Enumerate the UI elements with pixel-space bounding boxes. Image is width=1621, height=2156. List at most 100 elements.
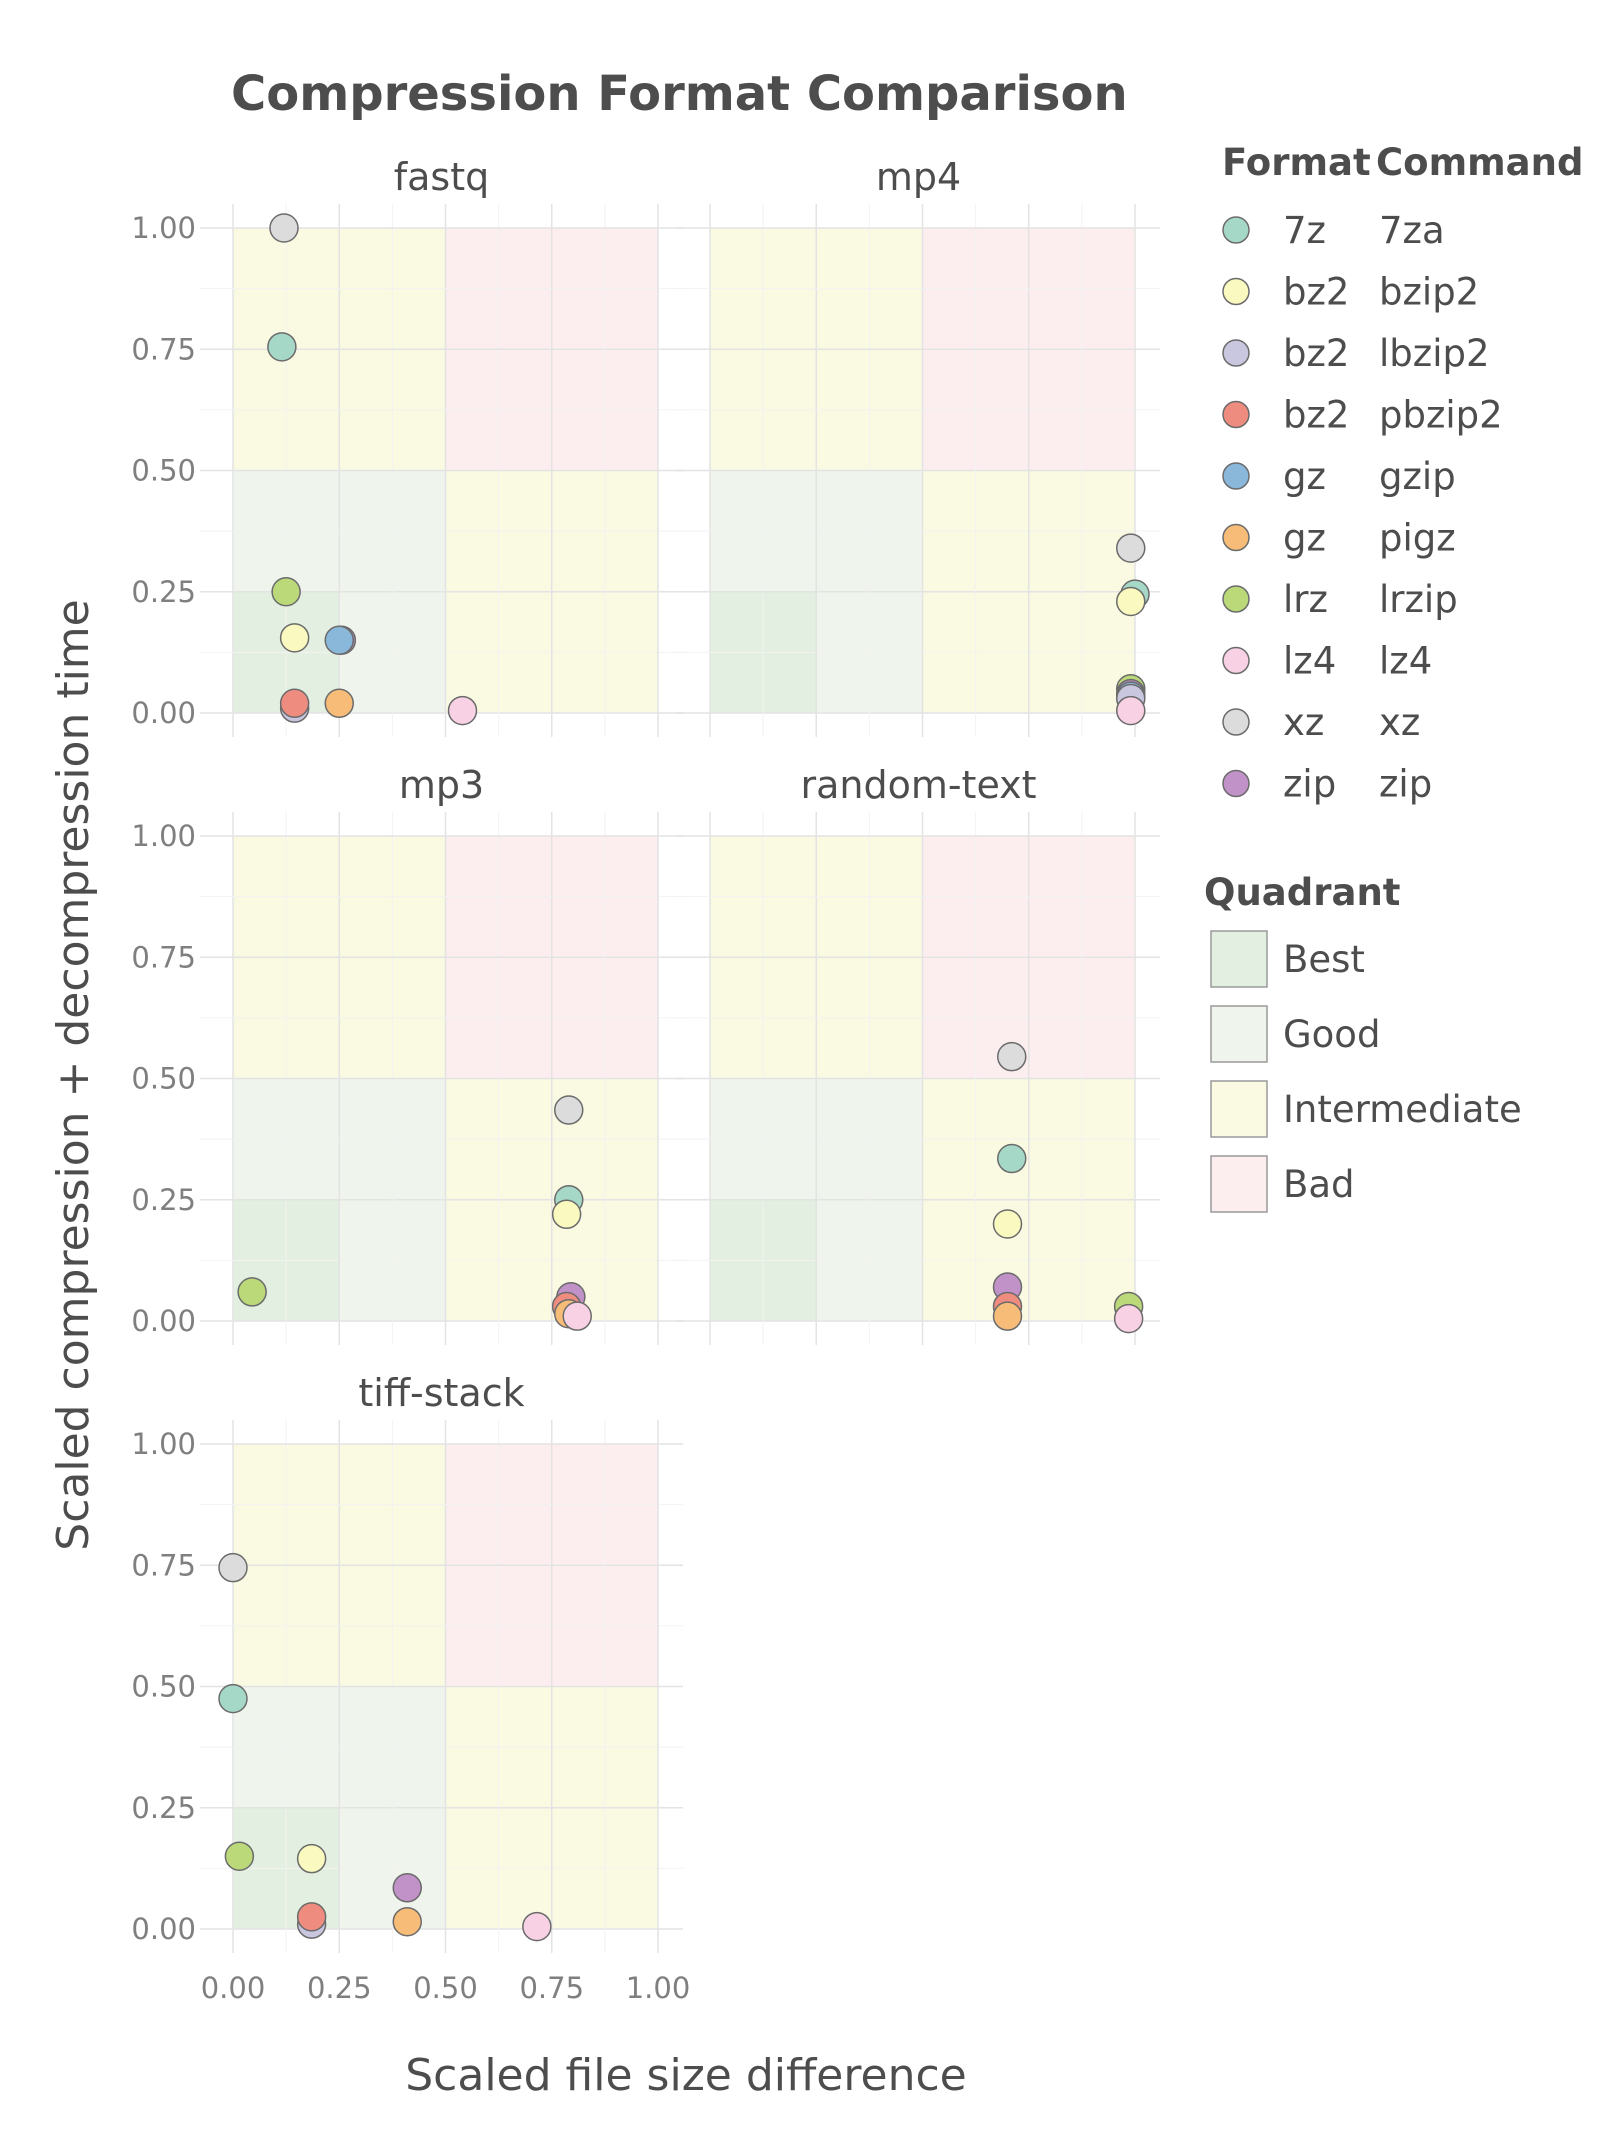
legend-format-label: lz4 [1283,640,1336,683]
point-bzip2 [296,1843,327,1874]
legend-format-label: gz [1283,517,1326,560]
x-tick-label: 0.75 [519,1971,584,2005]
legend-swatch [1222,339,1250,367]
legend-format-label: 7z [1283,209,1326,252]
point-pigz [992,1301,1023,1331]
legend-item-zip: zip zip [1222,763,1432,806]
legend-quadrant-label: Bad [1283,1163,1355,1206]
point-lz4 [1113,1303,1144,1334]
legend-swatch [1222,400,1250,429]
legend-item-bzip2: bz2 bzip2 [1222,271,1479,314]
legend-command-label: lz4 [1379,640,1432,683]
y-tick-label: 1.00 [131,211,196,245]
legend-swatch [1222,216,1250,244]
legend-item-pigz: gz pigz [1222,517,1456,560]
facet-panel-random-text: random-text [677,763,1160,1345]
legend-quadrant-best: Best [1210,930,1365,988]
facet-title-mp4: mp4 [876,155,961,199]
legend-command-label: pigz [1379,517,1456,560]
legend-command-label: pbzip2 [1379,394,1503,437]
y-tick-label: 0.25 [131,1183,196,1217]
y-tick-label: 1.00 [131,819,196,853]
facet-panel-mp4: mp4 [677,155,1160,737]
x-tick-label: 0.25 [307,1971,372,2005]
legend-item-lz4: lz4 lz4 [1222,640,1432,683]
point-bzip2 [551,1199,582,1230]
facet-panel-fastq: 0.00 0.25 0.50 0.75 1.00 fastq [131,155,683,737]
legend-command-label: bzip2 [1379,271,1479,314]
legend-command-label: lrzip [1379,578,1458,621]
point-lrzip [224,1841,255,1871]
legend-format-label: zip [1283,763,1336,806]
legend-quadrant-label: Intermediate [1283,1088,1522,1131]
point-bzip2 [1116,586,1146,617]
legend-command-label: lbzip2 [1379,332,1490,375]
legend-command-title: Command [1376,141,1583,184]
legend-quadrant-good: Good [1210,1005,1380,1063]
legend-swatch [1222,277,1250,306]
point-xz [997,1041,1027,1072]
legend-quadrant-swatch [1210,1155,1268,1213]
legend-format-label: gz [1283,455,1326,498]
legend-quadrant-title: Quadrant [1204,871,1401,914]
y-tick-label: 0.00 [131,1304,196,1338]
legend-swatch [1222,708,1250,736]
legend-item-lrzip: lrz lrzip [1222,578,1458,621]
legend-item-pbzip2: bz2 pbzip2 [1222,394,1503,437]
point-bzip2 [279,623,310,653]
y-tick-label: 0.25 [131,575,196,609]
legend-item-xz: xz xz [1222,701,1420,744]
x-axis-title: Scaled file size difference [405,2050,966,2101]
point-7za [218,1683,248,1714]
facet-title-tiff-stack: tiff-stack [358,1371,524,1415]
legend: Format Command 7z 7za bz2 bzip2 bz2 lbzip2 bz2 pb… [1204,141,1583,1213]
facet-panel-mp3: 0.00 0.25 0.50 0.75 1.00 mp3 [131,763,683,1345]
chart-title: Compression Format Comparison [231,66,1128,122]
legend-format-label: lrz [1283,578,1328,621]
point-lz4 [1116,695,1146,726]
legend-format-label: bz2 [1283,394,1349,437]
legend-item-gzip: gz gzip [1222,455,1456,498]
y-tick-label: 0.50 [131,1670,196,1704]
legend-swatch [1222,523,1250,552]
point-7za [997,1143,1027,1174]
point-lz4 [562,1301,592,1331]
x-tick-label: 0.50 [413,1971,478,2005]
point-lrzip [271,577,301,607]
point-xz [1116,533,1146,563]
point-bzip2 [992,1209,1023,1239]
legend-quadrant-swatch [1210,1080,1268,1138]
y-axis-title: Scaled compression + decompression time [48,599,99,1550]
point-pbzip2 [296,1902,327,1932]
legend-command-label: gzip [1379,455,1456,498]
legend-format-label: bz2 [1283,332,1349,375]
legend-quadrant-swatch [1210,930,1268,988]
legend-swatch [1222,585,1250,613]
x-tick-label: 0.00 [201,1971,266,2005]
legend-command-label: zip [1379,763,1432,806]
legend-swatch [1222,646,1250,675]
y-tick-label: 0.25 [131,1791,196,1825]
y-tick-label: 0.50 [131,454,196,488]
facet-title-mp3: mp3 [399,763,484,807]
legend-command-label: xz [1379,701,1420,744]
point-pigz [392,1906,422,1937]
y-tick-label: 0.75 [131,332,196,366]
point-pbzip2 [279,688,310,719]
point-xz [554,1095,584,1125]
facet-title-fastq: fastq [394,155,489,199]
point-gzip [324,625,354,655]
point-7za [267,332,297,362]
point-zip [392,1873,422,1903]
x-tick-label: 1.00 [626,1971,691,2005]
facet-panel-tiff-stack: 0.00 0.25 0.50 0.75 1.00 0.00 0.25 0.50 0.75 1.00… [131,1371,690,2005]
y-tick-label: 0.75 [131,1548,196,1582]
legend-quadrant-bad: Bad [1210,1155,1355,1213]
y-tick-label: 1.00 [131,1427,196,1461]
y-tick-label: 0.50 [131,1062,196,1096]
legend-item-7za: 7z 7za [1222,209,1445,252]
point-xz [218,1552,248,1583]
facet-title-random-text: random-text [800,763,1036,807]
y-tick-label: 0.00 [131,696,196,730]
point-lrzip [237,1277,267,1307]
